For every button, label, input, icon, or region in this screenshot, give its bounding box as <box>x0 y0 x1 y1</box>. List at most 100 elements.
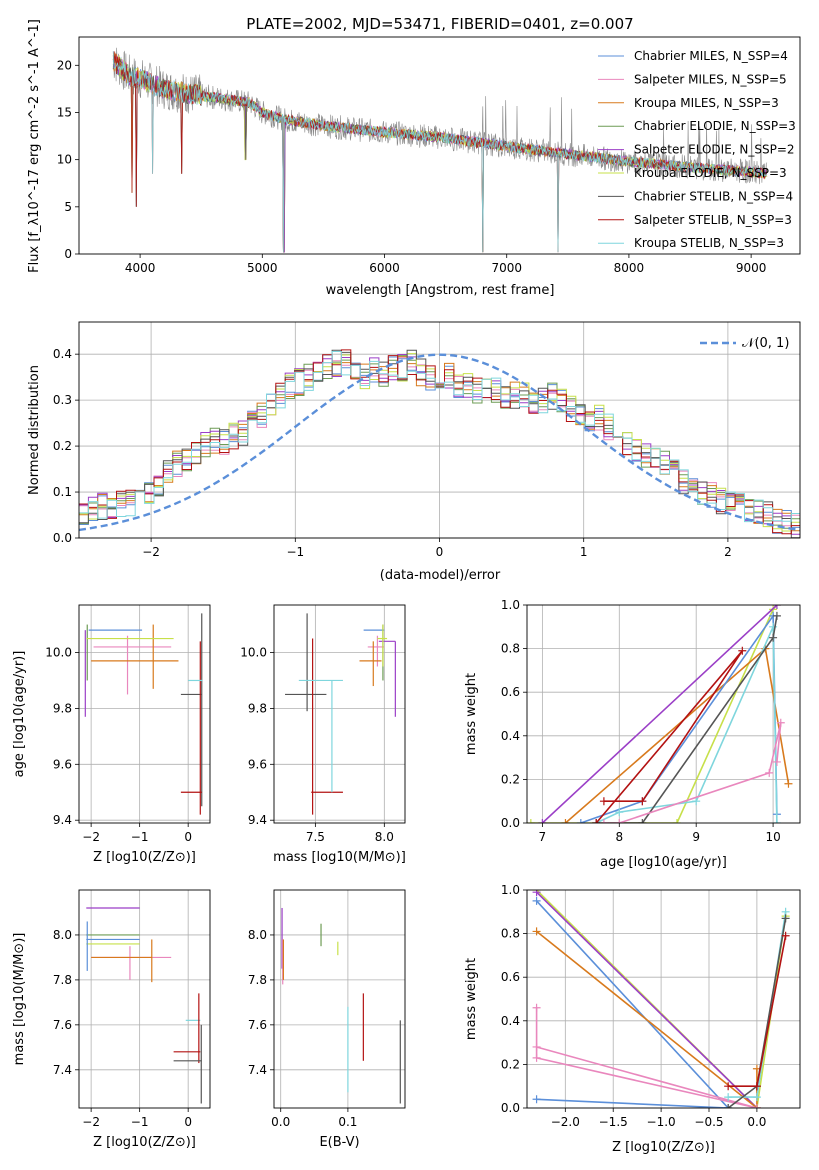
y-tick-label: 0.2 <box>501 1057 520 1071</box>
legend-entry: Chabrier STELIB, N_SSP=4 <box>634 189 793 203</box>
x-tick-label: 8.0 <box>375 830 394 844</box>
x-tick-label: 7.5 <box>306 830 325 844</box>
y-tick-label: 0.0 <box>53 531 72 545</box>
weight-marker <box>561 819 570 823</box>
x-axis-label: E(B-V) <box>319 1135 359 1150</box>
y-axis-label: age [log10(age/yr)] <box>12 651 27 778</box>
weight-marker <box>532 927 541 936</box>
y-tick-label: 0.3 <box>53 393 72 407</box>
x-axis-label: (data-model)/error <box>380 568 501 583</box>
axes-frame <box>78 604 211 824</box>
weight-line <box>595 650 743 823</box>
y-tick-label: 1.0 <box>501 598 520 612</box>
weight-line <box>603 722 782 823</box>
model-spectrum-line <box>112 51 768 253</box>
y-tick-label: 7.4 <box>53 1063 72 1077</box>
x-tick-label: 5000 <box>247 261 278 275</box>
axes-frame <box>273 889 406 1109</box>
y-tick-label: 0 <box>64 247 72 261</box>
weight-marker <box>638 819 647 823</box>
x-axis-label: Z [log10(Z/Z⊙)] <box>612 1140 715 1155</box>
y-axis-label: Flux [f_λ10^-17 erg cm^-2 s^-1 A^-1] <box>27 19 42 273</box>
weight-marker <box>724 1093 733 1102</box>
axes-frame <box>78 36 801 255</box>
x-tick-label: −1 <box>131 830 149 844</box>
y-axis-label: mass weight <box>464 958 479 1040</box>
x-tick-label: −1.5 <box>599 1115 628 1129</box>
x-tick-label: 6000 <box>369 261 400 275</box>
y-tick-label: 0.0 <box>501 1101 520 1115</box>
y-tick-label: 0.1 <box>53 485 72 499</box>
weight-marker <box>776 718 785 727</box>
x-tick-label: 0 <box>184 830 192 844</box>
y-tick-label: 20 <box>57 58 72 72</box>
plot-area <box>532 890 790 1108</box>
axes-frame <box>78 889 211 1109</box>
y-tick-label: 7.6 <box>53 1018 72 1032</box>
y-tick-label: 0.2 <box>501 772 520 786</box>
x-tick-label: 0 <box>184 1115 192 1129</box>
x-tick-label: −2 <box>142 545 160 559</box>
weight-marker <box>532 896 541 905</box>
panel-weight-age: 7 8 9 10 0.0 0.2 0.4 0.6 0.8 1.0 age [log10(age/yr… <box>464 598 801 870</box>
weight-marker <box>738 646 747 655</box>
weight-line <box>595 626 778 823</box>
residual-histogram <box>79 349 800 535</box>
weight-line <box>536 891 758 1108</box>
weight-marker <box>781 914 790 923</box>
weight-marker <box>692 797 701 806</box>
y-tick-label: 0.8 <box>501 927 520 941</box>
y-tick-label: 5 <box>64 200 72 214</box>
legend-entry: Kroupa MILES, N_SSP=3 <box>634 96 779 110</box>
plot-area <box>84 613 203 815</box>
y-tick-label: 10 <box>57 153 72 167</box>
weight-marker <box>615 819 624 823</box>
plot-area <box>112 47 768 253</box>
y-axis-label: Normed distribution <box>27 365 42 495</box>
legend-entry: Kroupa ELODIE, N_SSP=3 <box>634 166 787 180</box>
x-tick-label: 0.1 <box>338 1115 357 1129</box>
spectrum-title: PLATE=2002, MJD=53471, FIBERID=0401, z=0… <box>246 15 633 33</box>
y-tick-label: 8.0 <box>248 928 267 942</box>
y-axis-label: mass weight <box>464 673 479 755</box>
weight-marker <box>752 1082 761 1091</box>
weight-marker <box>538 819 547 823</box>
y-tick-label: 0.0 <box>501 816 520 830</box>
x-tick-label: 9 <box>692 830 700 844</box>
y-tick-label: 0.8 <box>501 642 520 656</box>
x-tick-label: 10 <box>765 830 780 844</box>
x-tick-label: 8 <box>615 830 623 844</box>
x-tick-label: −1 <box>131 1115 149 1129</box>
y-tick-label: 1.0 <box>501 883 520 897</box>
y-tick-label: 15 <box>57 105 72 119</box>
weight-line <box>536 890 787 1108</box>
weight-marker <box>527 819 535 823</box>
weight-marker <box>532 890 541 897</box>
weight-line <box>535 1007 758 1108</box>
y-tick-label: 9.6 <box>53 757 72 771</box>
legend-entry: Salpeter STELIB, N_SSP=3 <box>634 213 792 227</box>
weight-marker <box>672 819 681 823</box>
legend-entry: Salpeter MILES, N_SSP=5 <box>634 72 787 86</box>
x-tick-label: −0.5 <box>694 1115 723 1129</box>
x-tick-label: −1.0 <box>647 1115 676 1129</box>
x-tick-label: −2 <box>82 830 100 844</box>
weight-marker <box>576 819 585 823</box>
axes-frame <box>526 889 801 1109</box>
weight-marker <box>765 768 774 777</box>
axes-frame <box>526 604 801 824</box>
weight-marker <box>592 819 601 823</box>
x-tick-label: 0 <box>436 545 444 559</box>
weight-marker <box>769 633 778 642</box>
weight-marker <box>532 1053 541 1062</box>
plot-area <box>527 605 793 823</box>
y-tick-label: 9.8 <box>248 701 267 715</box>
x-axis-label: age [log10(age/yr)] <box>600 855 727 870</box>
x-tick-label: 8000 <box>614 261 645 275</box>
y-tick-label: 7.8 <box>53 973 72 987</box>
weight-marker <box>772 819 781 823</box>
y-tick-label: 7.8 <box>248 973 267 987</box>
y-tick-label: 9.4 <box>53 813 72 827</box>
axes-frame <box>273 604 406 824</box>
panel-spectrum: 4000 5000 6000 7000 8000 9000 0 5 10 15 20 waveleng… <box>27 19 801 298</box>
